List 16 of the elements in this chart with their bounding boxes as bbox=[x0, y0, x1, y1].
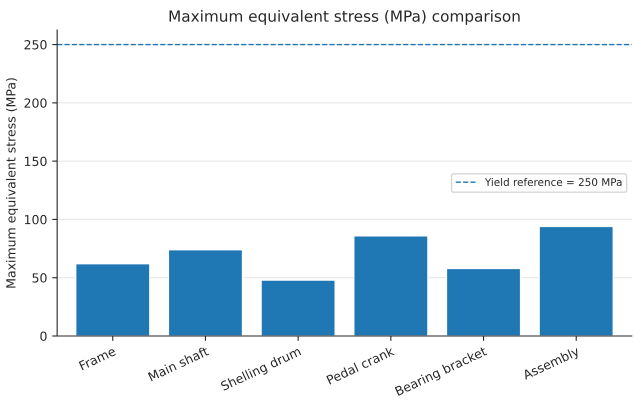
bar bbox=[74, 263, 151, 336]
y-tick-label: 150 bbox=[24, 156, 47, 166]
y-tick-label: 100 bbox=[24, 214, 47, 224]
y-tick-label: 250 bbox=[24, 40, 47, 50]
y-tick-label: 0 bbox=[40, 331, 47, 341]
legend-label: Yield reference = 250 MPa bbox=[484, 178, 622, 186]
y-tick-label: 50 bbox=[32, 273, 47, 283]
bar bbox=[446, 268, 522, 336]
x-tick-label: Main shaft bbox=[148, 346, 210, 382]
bar bbox=[538, 226, 614, 336]
bar bbox=[168, 249, 244, 336]
bar bbox=[260, 279, 336, 336]
y-axis-title: Maximum equivalent stress (MPa) bbox=[6, 78, 18, 288]
y-tick-label: 200 bbox=[24, 98, 47, 108]
chart-title: Maximum equivalent stress (MPa) comparison bbox=[170, 10, 520, 25]
bar bbox=[353, 235, 429, 336]
